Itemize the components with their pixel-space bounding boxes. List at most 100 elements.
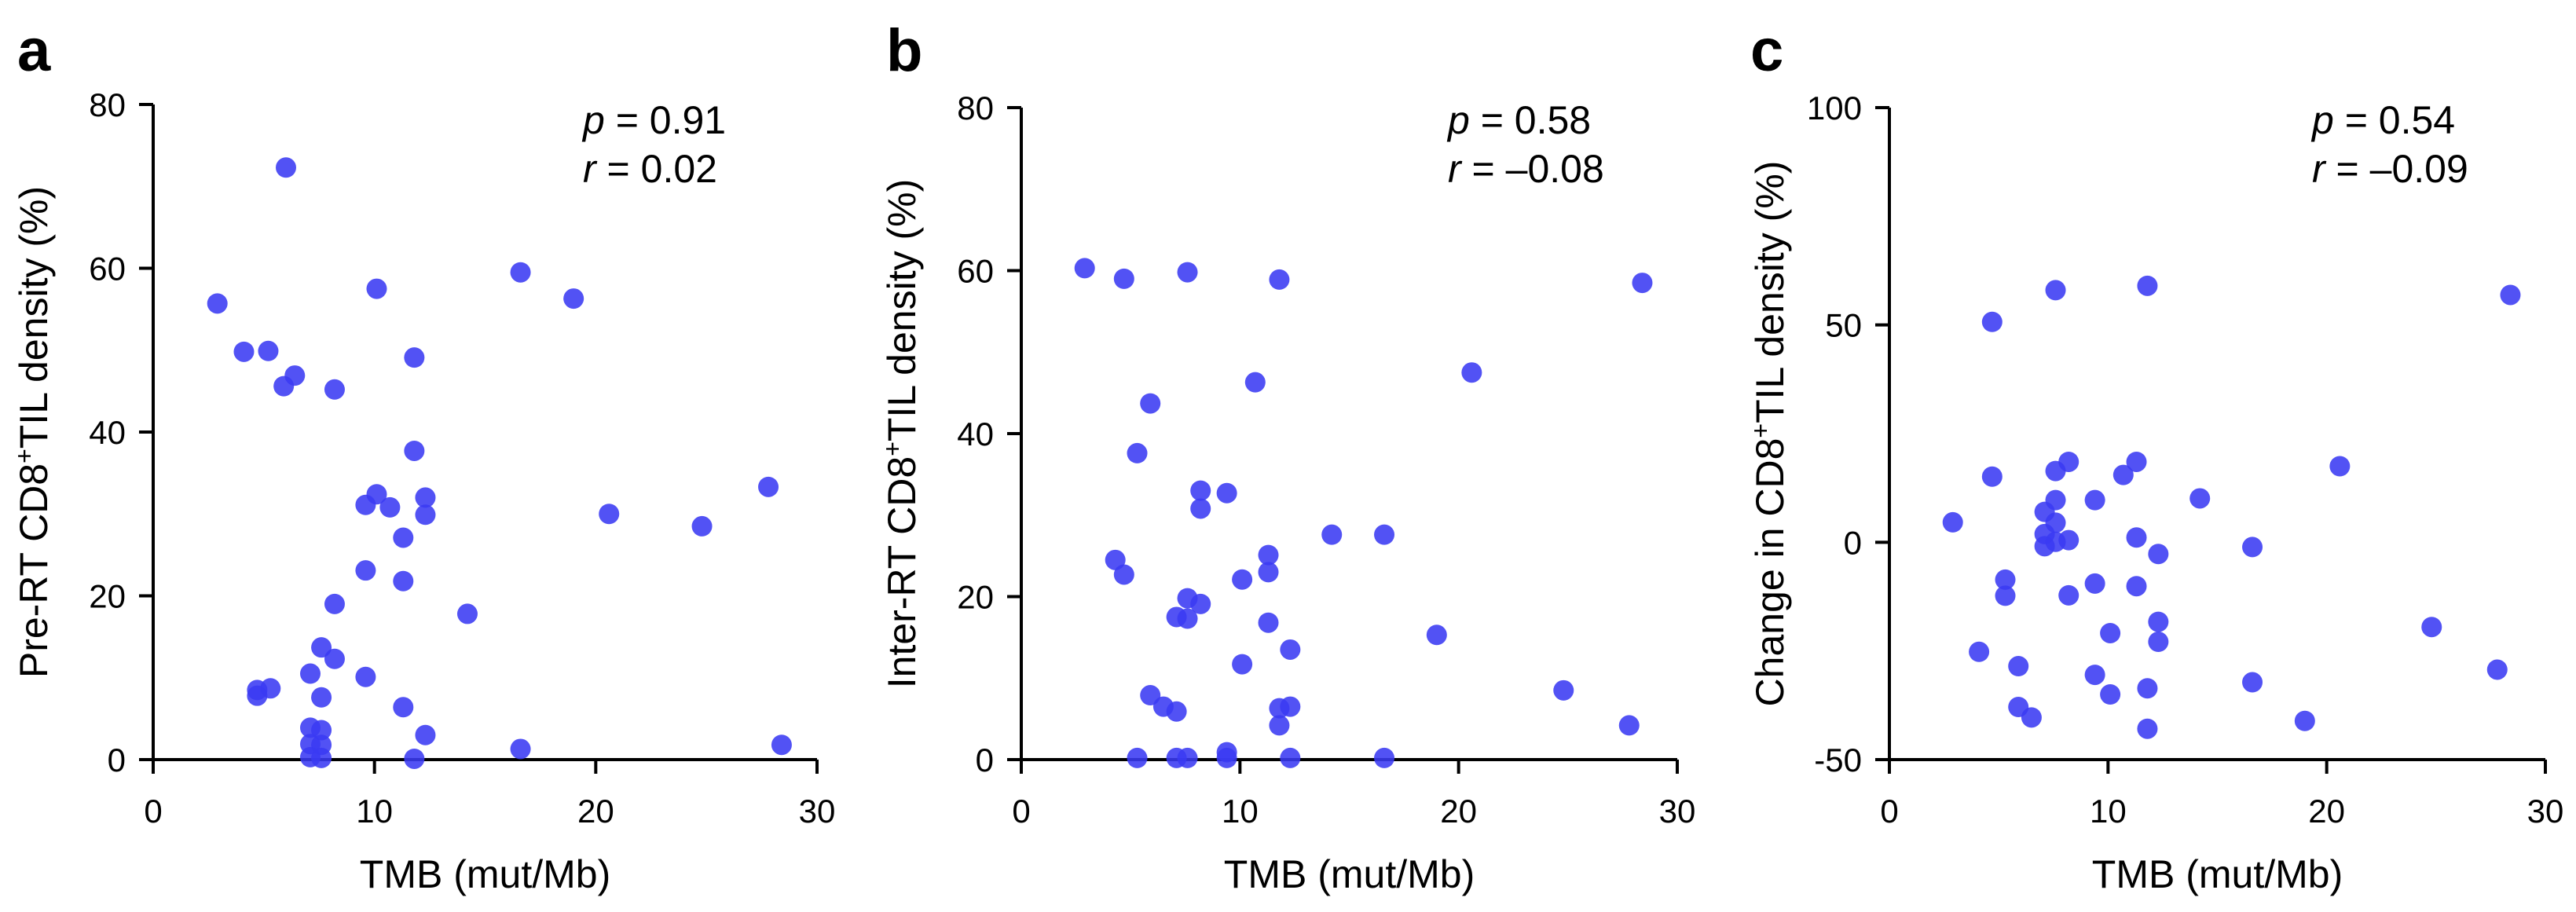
- data-point: [273, 375, 295, 397]
- data-point: [2084, 665, 2105, 686]
- y-tick-label: -50: [1814, 742, 1862, 778]
- x-axis-label: TMB (mut/Mb): [1224, 852, 1475, 896]
- data-point: [1140, 393, 1161, 414]
- data-point: [1374, 524, 1395, 545]
- data-point: [1618, 715, 1640, 736]
- data-point: [1177, 608, 1198, 629]
- x-tick-label: 10: [2090, 793, 2127, 830]
- y-tick-label: 100: [1807, 90, 1862, 126]
- y-axis-label: Inter-RT CD8+TIL density (%): [878, 179, 924, 689]
- data-point: [2058, 584, 2079, 606]
- data-point: [2242, 672, 2263, 693]
- x-tick-label: 20: [577, 793, 614, 830]
- data-point: [1258, 562, 1279, 583]
- panel-b: b 0 10 20 30 0 20 40 60 80 TMB (mut/Mb) Inter-RT CD…: [878, 17, 1695, 896]
- data-point: [1127, 747, 1148, 768]
- y-tick-label: 50: [1825, 307, 1862, 344]
- data-point: [2189, 488, 2211, 509]
- data-point: [324, 593, 345, 614]
- x-tick-label: 30: [2527, 793, 2564, 830]
- y-tick-label: 20: [957, 579, 994, 616]
- data-point: [1258, 544, 1279, 566]
- data-point: [1995, 585, 2016, 606]
- data-point: [1461, 362, 1482, 383]
- data-point: [599, 504, 620, 525]
- x-axis-label: TMB (mut/Mb): [2092, 852, 2343, 896]
- data-point: [355, 560, 376, 581]
- x-tick-label: 10: [356, 793, 393, 830]
- data-point: [324, 648, 345, 669]
- x-tick-label: 0: [1880, 793, 1898, 830]
- data-point: [1166, 701, 1187, 722]
- data-point: [404, 440, 425, 461]
- data-point: [1995, 569, 2016, 590]
- data-point: [2100, 622, 2121, 643]
- data-point: [1190, 498, 1211, 519]
- data-point: [1969, 641, 1990, 662]
- data-point: [276, 157, 296, 178]
- panel-label: c: [1750, 17, 1783, 84]
- data-point: [415, 504, 436, 526]
- data-point: [1981, 466, 2003, 487]
- data-point: [2084, 573, 2105, 594]
- data-point: [2034, 536, 2055, 557]
- data-point: [1190, 480, 1211, 501]
- data-point: [1244, 372, 1266, 393]
- data-point: [2112, 464, 2134, 485]
- x-tick-label: 20: [2308, 793, 2345, 830]
- data-point: [1553, 679, 1574, 701]
- data-point: [1632, 273, 1653, 294]
- x-tick-label: 10: [1222, 793, 1259, 830]
- data-point: [2148, 544, 2169, 565]
- y-tick-label: 40: [89, 414, 126, 451]
- data-point: [311, 720, 332, 741]
- data-point: [1113, 564, 1134, 585]
- data-point: [311, 637, 332, 658]
- data-point: [404, 748, 425, 769]
- y-tick-label: 0: [108, 742, 126, 778]
- data-point: [1374, 747, 1395, 768]
- data-point: [2148, 611, 2169, 632]
- p-value-label: p = 0.91: [581, 98, 726, 142]
- data-point: [2100, 684, 2121, 705]
- data-point: [691, 515, 713, 537]
- x-tick-label: 30: [799, 793, 836, 830]
- data-point: [415, 487, 436, 508]
- data-point: [758, 476, 779, 497]
- p-value-label: p = 0.58: [1446, 98, 1591, 142]
- y-tick-label: 60: [89, 251, 126, 288]
- data-point: [1177, 262, 1198, 283]
- data-point: [1942, 511, 1963, 533]
- data-point: [233, 341, 255, 362]
- data-point: [1269, 269, 1290, 290]
- data-point: [1113, 268, 1134, 289]
- y-tick-label: 60: [957, 253, 994, 290]
- data-point: [2148, 632, 2169, 653]
- data-point: [2486, 659, 2508, 680]
- data-point: [366, 484, 387, 505]
- y-tick-label: 80: [89, 86, 126, 123]
- panel-c: c 0 10 20 30 -50 0 50 100 TMB (mut/Mb) Change in C…: [1746, 17, 2563, 896]
- x-tick-label: 30: [1659, 793, 1696, 830]
- data-point: [2045, 280, 2066, 301]
- data-point: [1280, 639, 1301, 660]
- data-point: [1105, 549, 1126, 570]
- y-tick-label: 40: [957, 416, 994, 452]
- data-point: [1269, 715, 1290, 736]
- data-point: [379, 496, 401, 518]
- data-point: [324, 379, 345, 400]
- data-point: [510, 262, 531, 283]
- data-point: [404, 347, 425, 368]
- data-point: [771, 734, 792, 756]
- x-axis-label: TMB (mut/Mb): [360, 852, 610, 896]
- r-value-label: r = –0.09: [2312, 147, 2468, 191]
- data-point: [2058, 451, 2079, 472]
- panel-label: b: [886, 17, 922, 84]
- data-point: [1074, 258, 1095, 279]
- data-point: [393, 697, 414, 718]
- data-point: [510, 738, 531, 760]
- x-tick-label: 0: [1012, 793, 1030, 830]
- x-tick-label: 0: [144, 793, 162, 830]
- data-point: [456, 603, 478, 624]
- data-point: [2242, 537, 2263, 558]
